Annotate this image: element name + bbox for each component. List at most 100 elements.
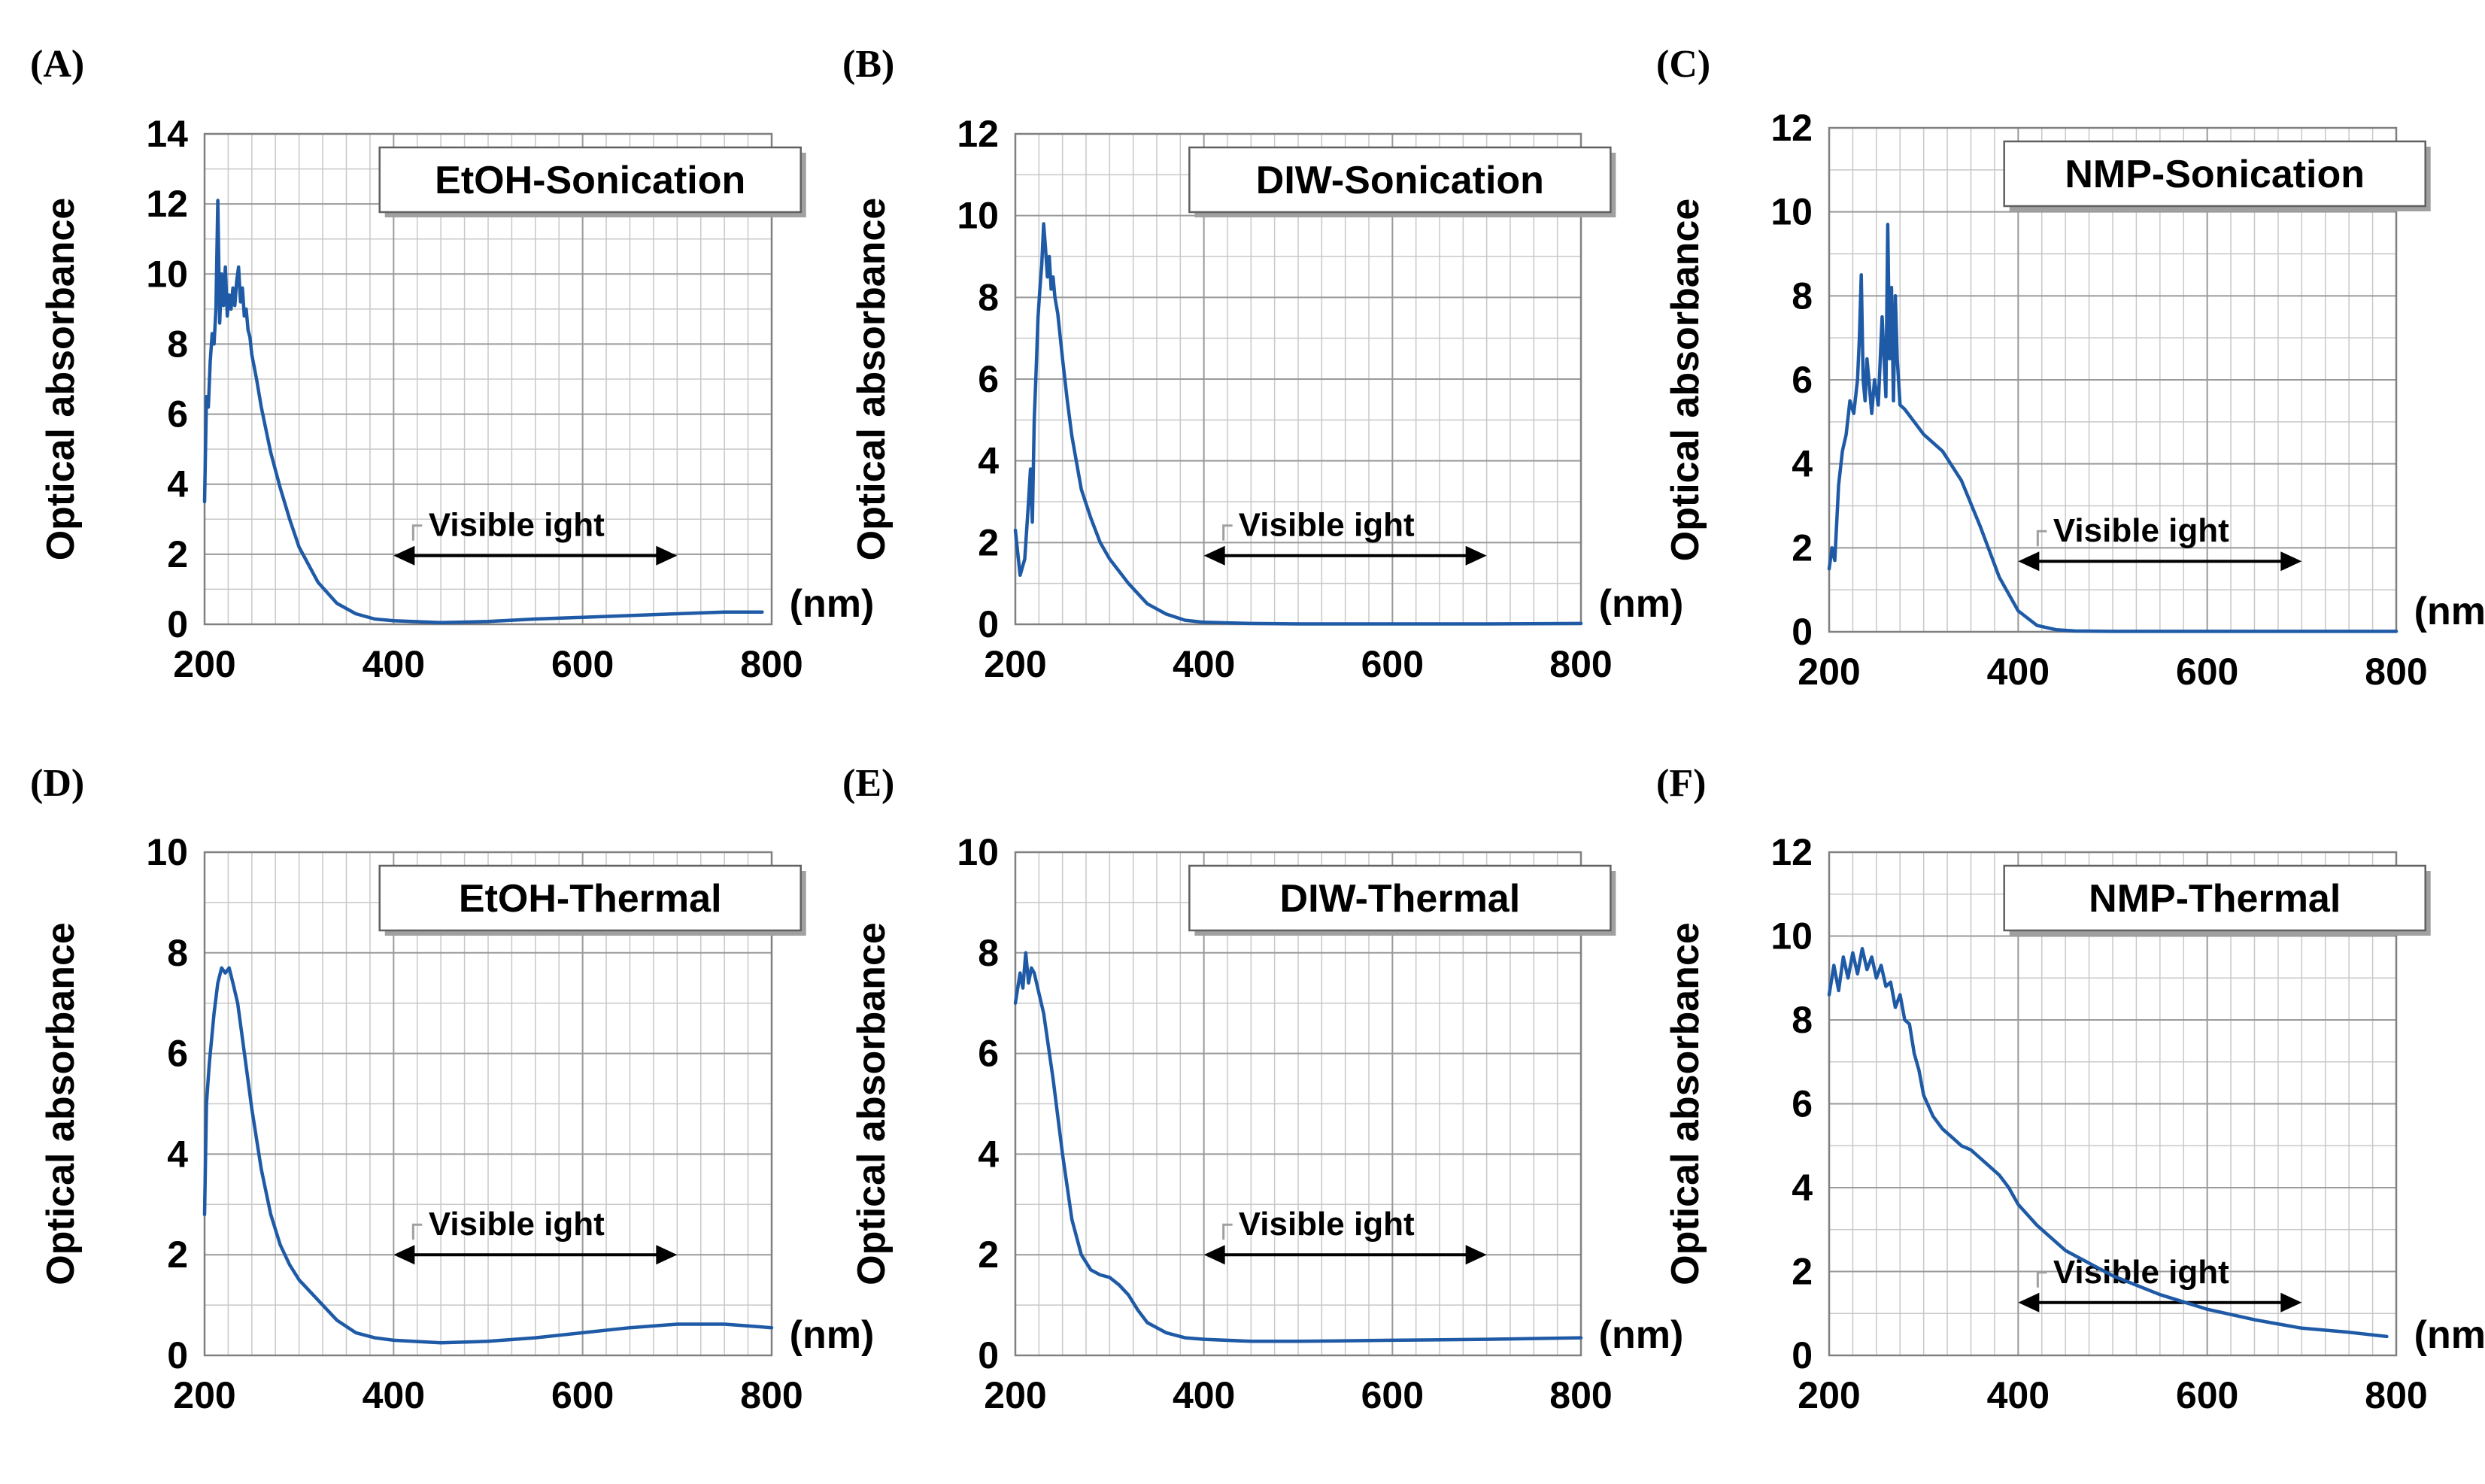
annotation-text: Visible ight [429, 1206, 605, 1243]
arrow-head-left [393, 545, 415, 566]
chart-title: NMP-Sonication [2065, 153, 2365, 196]
chart-panel-1: (A) 200 400 600 800 0 2 4 6 8 10 12 14 Optical absorb… [30, 43, 874, 685]
title-box [378, 864, 802, 932]
x-tick-label: 400 [1987, 651, 2050, 693]
arrow-head-right [656, 1245, 678, 1265]
y-tick-label: 0 [167, 1334, 188, 1376]
y-tick-label: 0 [978, 1334, 999, 1376]
visible-light-annotation: Visible ight [2018, 512, 2302, 572]
arrow-head-left [2018, 551, 2040, 572]
arrow-head-right [2280, 1292, 2302, 1313]
x-axis-unit: (nm) [790, 1313, 875, 1357]
y-tick-label: 2 [978, 1234, 999, 1276]
x-tick-label: 200 [173, 643, 235, 685]
title-box [1188, 864, 1612, 932]
x-axis-unit: (nm) [1599, 582, 1684, 626]
x-tick-label: 800 [740, 1374, 803, 1416]
y-tick-label: 4 [1792, 1167, 1813, 1209]
y-axis-label: Optical absorbance [39, 922, 83, 1285]
y-tick-label: 0 [1792, 1334, 1813, 1376]
y-tick-label: 2 [1792, 527, 1813, 569]
y-tick-label: 8 [978, 932, 999, 974]
y-tick-label: 10 [957, 195, 999, 237]
x-axis-unit: (nm) [2414, 1313, 2485, 1357]
panel-label: (C) [1656, 43, 1710, 86]
panel-label: (D) [30, 762, 84, 805]
x-tick-label: 800 [2365, 1374, 2427, 1416]
x-tick-label: 200 [1798, 1374, 1860, 1416]
y-tick-label: 12 [957, 113, 999, 155]
x-tick-label: 400 [363, 1374, 425, 1416]
y-tick-label: 12 [1770, 107, 1813, 149]
x-tick-label: 400 [1987, 1374, 2050, 1416]
y-tick-label: 12 [146, 183, 188, 225]
x-tick-label: 600 [1361, 1374, 1424, 1416]
series-line [1013, 222, 1583, 626]
visible-light-annotation: Visible ight [1203, 507, 1487, 566]
y-tick-label: 4 [978, 440, 999, 482]
y-axis-label: Optical absorbance [850, 198, 894, 561]
chart-panel-5: (E) 200 400 600 800 0 2 4 6 8 10 Optical absorbance… [842, 762, 1683, 1416]
y-tick-label: 6 [1792, 359, 1813, 401]
annotation-text: Visible ight [2053, 512, 2229, 549]
y-tick-label: 6 [1792, 1083, 1813, 1125]
y-tick-label: 8 [1792, 999, 1813, 1041]
annotation-bracket [2036, 1271, 2047, 1288]
series-line [1013, 951, 1583, 1343]
chart-panel-2: (B) 200 400 600 800 0 2 4 6 8 10 12 Optical absorban… [842, 43, 1683, 685]
x-axis-unit: (nm) [2414, 590, 2485, 633]
y-tick-label: 2 [978, 521, 999, 563]
x-tick-label: 600 [2176, 1374, 2238, 1416]
y-tick-label: 8 [167, 932, 188, 974]
arrow-head-left [1203, 1245, 1225, 1265]
y-axis-label: Optical absorbance [1664, 199, 1707, 562]
visible-light-annotation: Visible ight [393, 1206, 678, 1265]
visible-light-annotation: Visible ight [393, 507, 678, 566]
y-tick-label: 4 [167, 463, 188, 505]
arrow-head-left [1203, 545, 1225, 566]
title-box [2003, 864, 2426, 932]
x-tick-label: 200 [984, 1374, 1046, 1416]
plot-frame [1014, 851, 1582, 1357]
series-line [1827, 946, 2389, 1339]
chart-panel-3: (C) 200 400 600 800 0 2 4 6 8 10 12 Optical absorban… [1656, 43, 2485, 693]
panel-label: (F) [1656, 762, 1706, 805]
x-tick-label: 600 [551, 643, 614, 685]
title-box [2003, 140, 2426, 208]
y-tick-label: 2 [167, 1234, 188, 1276]
panel-label: (B) [842, 43, 894, 86]
chart-title: EtOH-Thermal [459, 877, 722, 921]
x-tick-label: 600 [1361, 643, 1424, 685]
plot-frame [203, 132, 773, 626]
plot-frame [1828, 851, 2398, 1357]
chart-title: NMP-Thermal [2089, 877, 2341, 921]
chart-panel-4: (D) 200 400 600 800 0 2 4 6 8 10 Optical absorbance… [30, 762, 874, 1416]
panel-label: (A) [30, 43, 84, 86]
visible-light-annotation: Visible ight [1203, 1206, 1487, 1265]
series-line [202, 966, 774, 1345]
y-axis-label: Optical absorbance [850, 922, 894, 1285]
annotation-text: Visible ight [1239, 1206, 1415, 1243]
x-axis-unit: (nm) [1599, 1313, 1684, 1357]
y-tick-label: 0 [978, 603, 999, 645]
y-tick-label: 10 [957, 831, 999, 873]
x-tick-label: 400 [1173, 643, 1235, 685]
y-tick-label: 4 [1792, 443, 1813, 485]
x-tick-label: 600 [2176, 651, 2238, 693]
x-tick-label: 400 [363, 643, 425, 685]
y-tick-label: 6 [167, 393, 188, 435]
chart-title: DIW-Thermal [1280, 877, 1521, 921]
visible-light-annotation: Visible ight [2018, 1254, 2302, 1313]
annotation-bracket [1222, 524, 1233, 541]
chart-title: DIW-Sonication [1256, 159, 1544, 202]
chart-title: EtOH-Sonication [435, 159, 745, 202]
annotation-bracket [1222, 1223, 1233, 1240]
y-tick-label: 8 [167, 323, 188, 365]
y-tick-label: 0 [1792, 611, 1813, 653]
x-tick-label: 800 [1549, 643, 1612, 685]
chart-panel-6: (F) 200 400 600 800 0 2 4 6 8 10 12 Optical absorban… [1656, 762, 2485, 1416]
x-tick-label: 800 [1549, 1374, 1612, 1416]
x-tick-label: 800 [740, 643, 803, 685]
x-tick-label: 200 [173, 1374, 235, 1416]
